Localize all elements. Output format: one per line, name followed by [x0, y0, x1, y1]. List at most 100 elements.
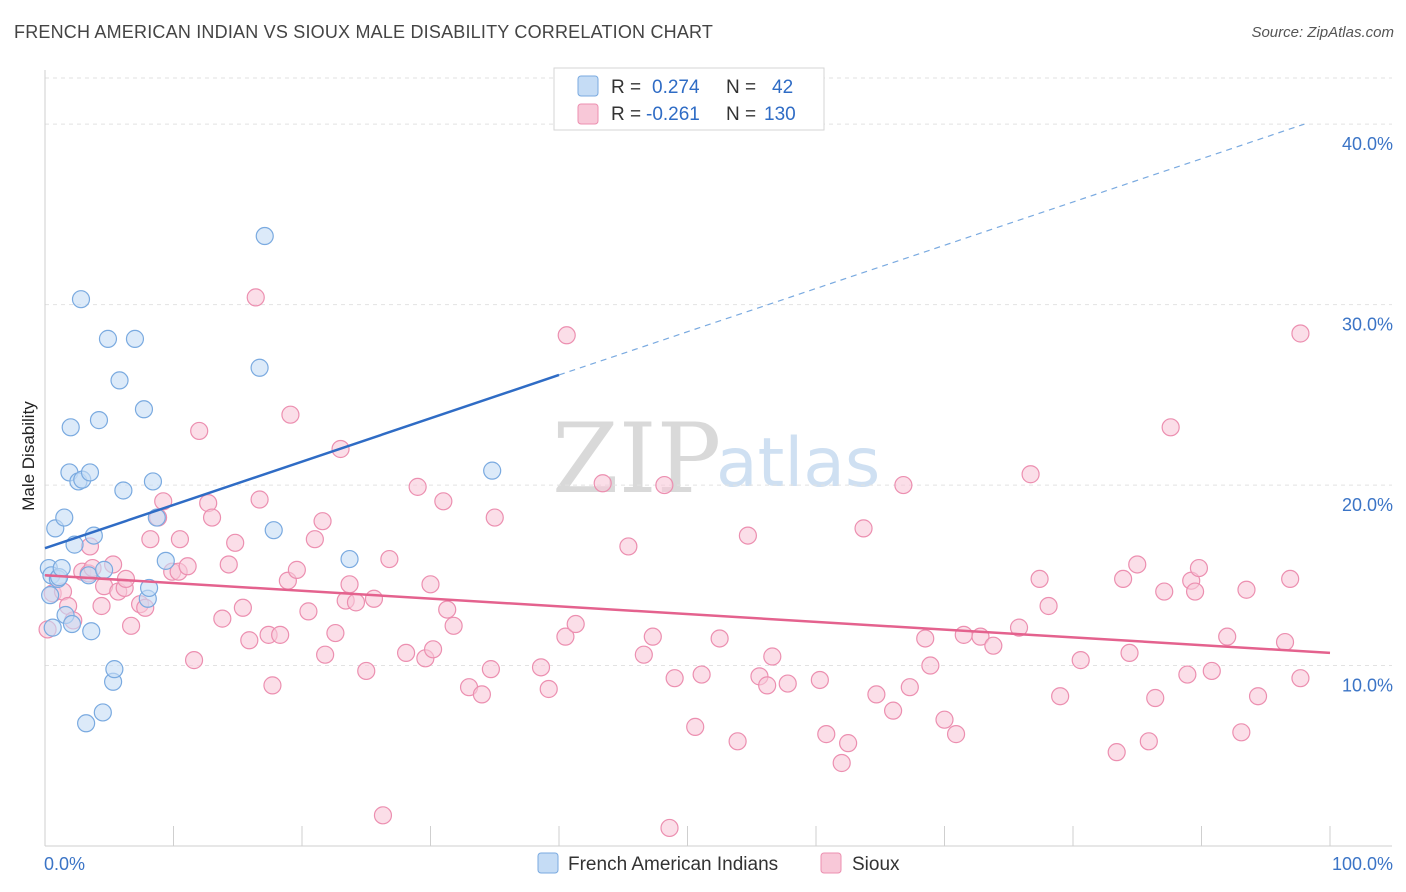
french-american-indians-point — [55, 508, 74, 527]
french-american-indians-point — [105, 660, 124, 679]
sioux-point — [271, 625, 290, 644]
sioux-point — [246, 288, 265, 307]
sioux-point — [810, 670, 829, 690]
y-axis-label: Male Disability — [19, 401, 38, 511]
sioux-point — [121, 616, 141, 635]
sioux-point — [233, 598, 252, 617]
sioux-point — [921, 656, 940, 675]
y-tick-label: 20.0% — [1342, 495, 1393, 515]
series-swatch-french-american-indians — [537, 852, 559, 874]
sioux-point — [817, 725, 836, 744]
french-american-indians-point — [110, 371, 129, 390]
data-points — [38, 226, 1310, 838]
sioux-point — [472, 685, 491, 704]
sioux-point — [900, 678, 919, 697]
sioux-point — [916, 629, 935, 648]
sioux-point — [481, 660, 500, 679]
legend-r-label-1: R = — [611, 77, 641, 98]
sioux-point — [380, 549, 399, 569]
sioux-point — [1202, 661, 1221, 681]
french-american-indians-point — [114, 481, 133, 500]
x-tick-label-max: 100.0% — [1332, 854, 1393, 874]
sioux-point — [738, 526, 757, 545]
sioux-point — [396, 643, 416, 663]
sioux-point — [1107, 743, 1126, 762]
sioux-point — [326, 623, 345, 643]
sioux-point — [213, 609, 232, 628]
sioux-point — [1021, 465, 1040, 484]
sioux-point — [660, 818, 679, 838]
sioux-point — [1185, 582, 1205, 601]
sioux-point — [867, 685, 886, 704]
french-american-indians-point — [250, 358, 269, 377]
sioux-point — [250, 490, 269, 509]
sioux-point — [485, 508, 504, 527]
sioux-point — [984, 636, 1003, 655]
sioux-point — [1291, 324, 1310, 343]
chart-title: FRENCH AMERICAN INDIAN VS SIOUX MALE DIS… — [14, 22, 714, 42]
french-american-indians-point — [340, 549, 359, 569]
y-tick-label: 40.0% — [1342, 134, 1393, 154]
sioux-point — [373, 806, 393, 825]
french-american-indians-point — [264, 521, 283, 540]
sioux-point — [240, 631, 259, 650]
stats-legend: R = 0.274 N = 42 R = -0.261 N = 130 — [553, 67, 825, 131]
french-american-indians-point — [143, 472, 163, 491]
sioux-point — [1291, 669, 1310, 688]
sioux-point — [1039, 596, 1058, 616]
sioux-point — [1218, 627, 1237, 646]
sioux-point — [226, 533, 245, 552]
sioux-point — [935, 710, 954, 729]
sioux-point — [184, 651, 204, 670]
sioux-point — [305, 530, 324, 549]
sioux-point — [954, 625, 973, 644]
sioux-point — [692, 665, 711, 684]
french-american-indians-point — [483, 461, 502, 480]
legend-r-value-2: -0.261 — [646, 104, 700, 125]
sioux-point — [1051, 687, 1070, 706]
sioux-point — [686, 717, 705, 736]
french-american-indians-point — [61, 418, 80, 437]
y-tick-label: 10.0% — [1342, 676, 1393, 696]
french-american-indians-point — [89, 411, 109, 430]
legend-n-label-2: N = — [726, 104, 756, 125]
sioux-point — [566, 614, 585, 634]
sioux-point — [408, 477, 427, 496]
sioux-point — [423, 640, 443, 659]
sioux-point — [1161, 418, 1180, 437]
legend-n-value-2: 130 — [764, 104, 796, 125]
sioux-point — [593, 474, 612, 493]
french-american-indians-point — [98, 329, 118, 348]
sioux-point — [1128, 555, 1147, 574]
french-american-indians-point — [95, 560, 114, 579]
sioux-point — [1146, 688, 1165, 708]
french-american-indians-point — [41, 586, 60, 605]
french-american-indians-point — [52, 558, 71, 578]
french-american-indians-point — [255, 226, 274, 246]
sioux-point — [710, 629, 729, 648]
series-legend: French American Indians Sioux — [537, 852, 900, 875]
sioux-point — [364, 589, 384, 608]
sioux-point — [1120, 643, 1139, 663]
french-american-indians-point — [125, 329, 145, 348]
legend-swatch-blue — [577, 75, 599, 97]
french-american-indians-point — [134, 400, 154, 419]
sioux-point — [634, 645, 653, 664]
source-label: Source: ZipAtlas.com — [1251, 24, 1394, 41]
sioux-point — [92, 596, 111, 616]
sioux-point — [287, 560, 306, 579]
sioux-point — [316, 645, 335, 664]
sioux-point — [1009, 618, 1029, 637]
sioux-point — [1178, 665, 1197, 684]
sioux-point — [281, 405, 300, 424]
sioux-point — [1114, 569, 1133, 589]
watermark-atlas: atlas — [716, 424, 880, 503]
french-american-indians-point — [43, 618, 62, 637]
sioux-point — [219, 555, 238, 574]
sioux-trend-line — [44, 574, 1331, 655]
legend-swatch-pink — [577, 103, 599, 125]
sioux-point — [202, 508, 222, 527]
french-american-indians-trend-line — [44, 373, 560, 550]
sioux-point — [556, 627, 575, 646]
sioux-point — [1281, 569, 1300, 589]
